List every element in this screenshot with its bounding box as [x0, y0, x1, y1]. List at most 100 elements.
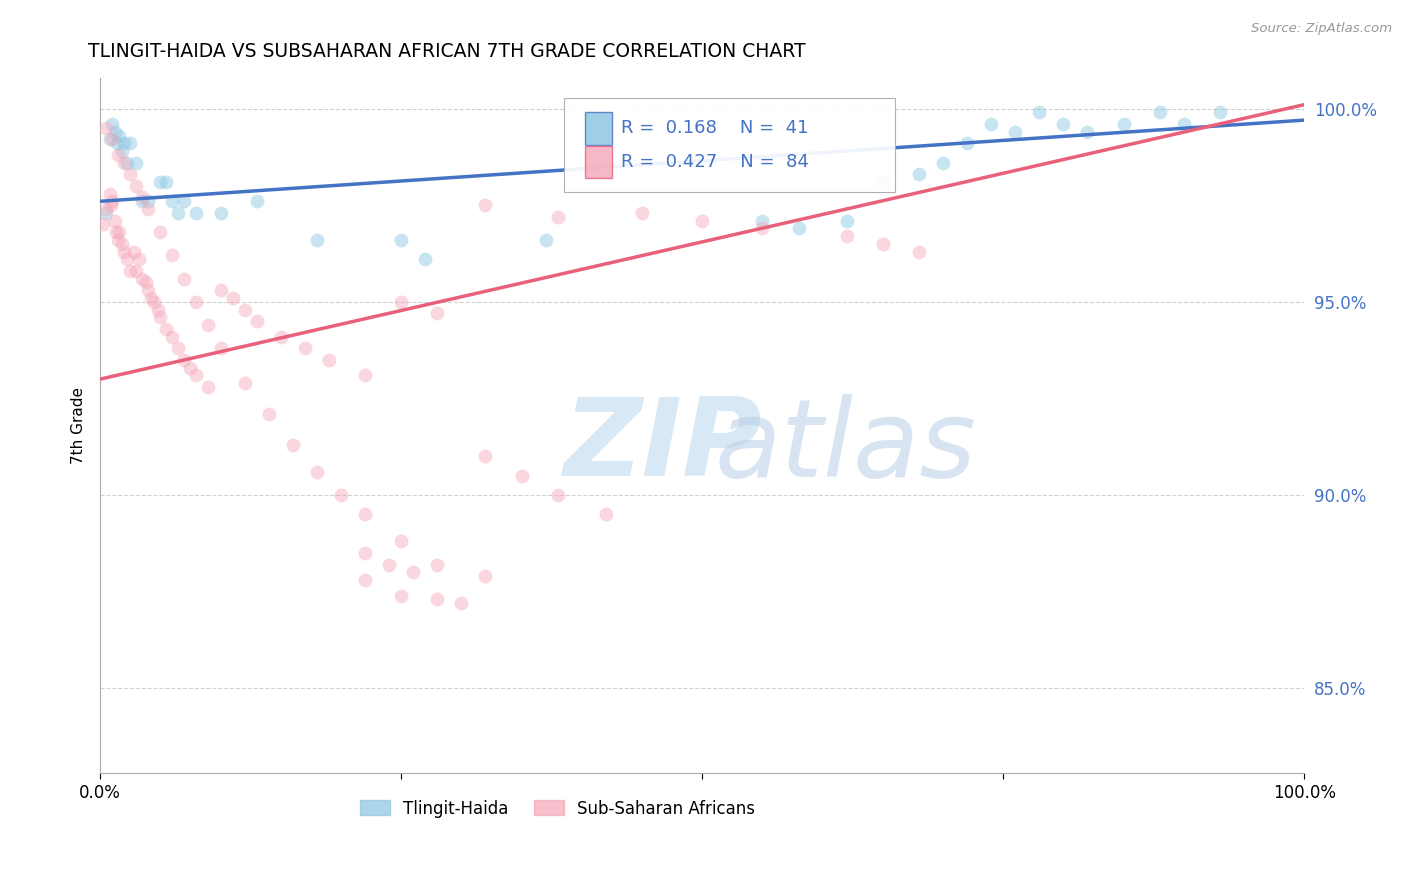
- Y-axis label: 7th Grade: 7th Grade: [72, 387, 86, 464]
- Point: [179, 360, 201, 375]
- Bar: [585, 112, 612, 145]
- Point: [120, 264, 142, 278]
- Point: [389, 294, 412, 309]
- Point: [474, 450, 496, 464]
- Point: [162, 248, 184, 262]
- Text: TLINGIT-HAIDA VS SUBSAHARAN AFRICAN 7TH GRADE CORRELATION CHART: TLINGIT-HAIDA VS SUBSAHARAN AFRICAN 7TH …: [89, 42, 806, 61]
- Point: [329, 488, 352, 502]
- Point: [209, 341, 232, 355]
- Point: [354, 546, 377, 560]
- Point: [105, 136, 128, 151]
- Point: [233, 376, 256, 390]
- Point: [115, 252, 138, 267]
- Point: [131, 271, 153, 285]
- Point: [149, 225, 172, 239]
- Point: [547, 488, 569, 502]
- Point: [101, 194, 124, 209]
- Point: [450, 596, 472, 610]
- Text: ZIP: ZIP: [564, 393, 762, 500]
- Point: [474, 569, 496, 583]
- Point: [149, 310, 172, 325]
- Point: [1149, 105, 1171, 120]
- Point: [122, 244, 145, 259]
- Point: [107, 233, 129, 247]
- Point: [221, 291, 243, 305]
- Point: [173, 271, 195, 285]
- FancyBboxPatch shape: [564, 98, 894, 193]
- Point: [510, 468, 533, 483]
- Point: [354, 508, 377, 522]
- Point: [534, 233, 557, 247]
- Point: [474, 198, 496, 212]
- Point: [136, 283, 159, 297]
- Point: [162, 329, 184, 343]
- Point: [1173, 117, 1195, 131]
- Point: [108, 128, 131, 143]
- Point: [136, 194, 159, 209]
- Point: [980, 117, 1002, 131]
- Point: [426, 592, 449, 607]
- Point: [115, 155, 138, 169]
- Point: [956, 136, 979, 151]
- Point: [908, 167, 931, 181]
- Point: [1209, 105, 1232, 120]
- Point: [167, 341, 190, 355]
- Point: [354, 573, 377, 587]
- Point: [835, 213, 858, 227]
- Point: [103, 125, 125, 139]
- Point: [426, 306, 449, 320]
- Point: [167, 206, 190, 220]
- Point: [318, 352, 340, 367]
- Point: [98, 186, 121, 201]
- Point: [1112, 117, 1135, 131]
- Point: [128, 252, 150, 267]
- Point: [197, 318, 219, 332]
- Point: [690, 213, 713, 227]
- Legend: Tlingit-Haida, Sub-Saharan Africans: Tlingit-Haida, Sub-Saharan Africans: [353, 793, 762, 824]
- Point: [389, 233, 412, 247]
- Point: [547, 210, 569, 224]
- Point: [402, 566, 425, 580]
- Point: [112, 136, 135, 151]
- Text: Source: ZipAtlas.com: Source: ZipAtlas.com: [1251, 22, 1392, 36]
- Point: [135, 276, 157, 290]
- Point: [155, 322, 177, 336]
- Point: [389, 589, 412, 603]
- Point: [131, 190, 153, 204]
- Point: [872, 175, 894, 189]
- Point: [1052, 117, 1074, 131]
- Bar: [585, 145, 612, 178]
- Point: [125, 155, 148, 169]
- Point: [872, 236, 894, 251]
- Point: [108, 225, 131, 239]
- Point: [197, 380, 219, 394]
- Point: [354, 368, 377, 383]
- Point: [209, 283, 232, 297]
- Point: [413, 252, 436, 267]
- Point: [101, 132, 124, 146]
- Point: [101, 117, 124, 131]
- Point: [186, 294, 208, 309]
- Point: [305, 465, 328, 479]
- Point: [94, 120, 117, 135]
- Point: [111, 144, 134, 158]
- Point: [104, 225, 127, 239]
- Point: [932, 155, 955, 169]
- Point: [112, 244, 135, 259]
- Point: [143, 294, 166, 309]
- Point: [389, 534, 412, 549]
- Point: [787, 221, 810, 235]
- Point: [162, 194, 184, 209]
- Point: [107, 148, 129, 162]
- Point: [125, 264, 148, 278]
- Text: R =  0.427    N =  84: R = 0.427 N = 84: [621, 153, 810, 170]
- Point: [270, 329, 292, 343]
- Point: [378, 558, 401, 572]
- Point: [136, 202, 159, 216]
- Point: [98, 132, 121, 146]
- Point: [1004, 125, 1026, 139]
- Point: [94, 206, 117, 220]
- Point: [94, 202, 117, 216]
- Point: [908, 244, 931, 259]
- Point: [146, 302, 169, 317]
